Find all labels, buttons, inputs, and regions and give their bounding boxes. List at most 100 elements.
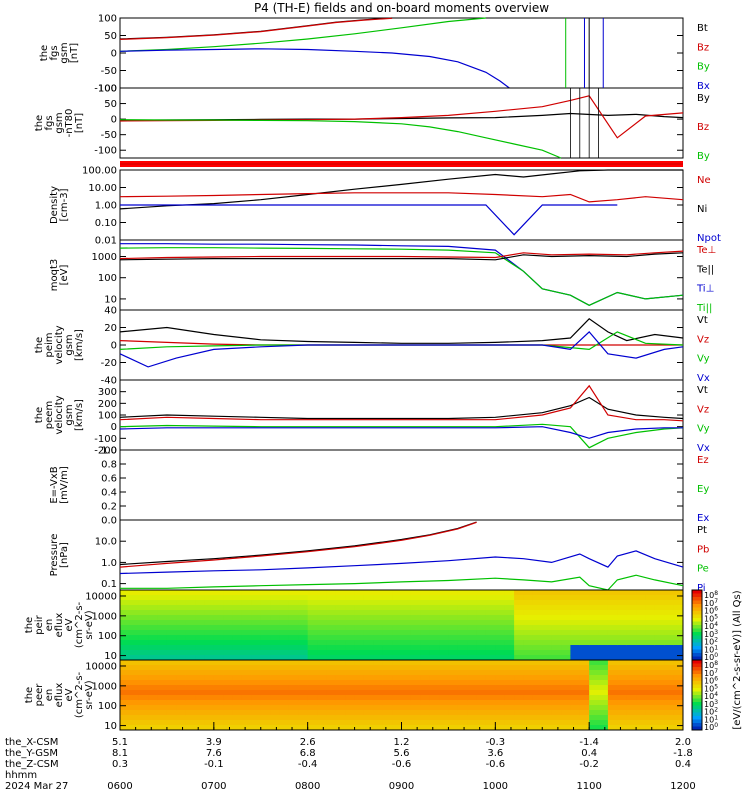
spectrogram-cell [542,685,553,691]
spectrogram-cell [157,630,168,636]
spectrogram-cell [401,660,412,666]
spectrogram-cell [157,690,168,696]
spectrogram-cell [532,605,543,611]
spectrogram-cell [382,610,393,616]
spectrogram-cell [129,680,140,686]
spectrogram-cell [514,725,524,731]
spectrogram-cell [636,620,646,626]
spectrogram-cell [307,590,318,596]
spectrogram-cell [598,695,609,701]
spectrogram-cell [561,660,571,666]
spectrogram-cell [195,700,205,706]
spectrogram-cell [138,630,149,636]
spectrogram-cell [589,605,600,611]
spectrogram-cell [626,690,637,696]
spectrogram-cell [129,610,140,616]
spectrogram-cell [120,650,130,656]
spectrogram-cell [485,600,496,606]
spectrogram-cell [410,725,421,731]
spectrogram-cell [204,690,215,696]
spectrogram-cell [598,685,609,691]
spectrogram-cell [241,665,252,671]
spectrogram-cell [664,625,675,631]
spectrogram-cell [251,690,262,696]
legend-label: Vy [697,424,710,435]
spectrogram-cell [673,605,684,611]
spectrogram-cell [626,640,637,646]
spectrogram-cell [363,705,374,711]
spectrogram-cell [607,695,618,701]
spectrogram-cell [223,690,234,696]
y-axis-label: the [34,115,45,131]
spectrogram-cell [157,655,168,661]
spectrogram-cell [514,665,524,671]
spectrogram-cell [148,695,159,701]
spectrogram-cell [166,630,177,636]
spectrogram-cell [138,705,149,711]
spectrogram-cell [298,705,309,711]
spectrogram-cell [270,720,281,726]
spectrogram-cell [176,720,187,726]
spectrogram-cell [288,690,299,696]
spectrogram-cell [260,675,271,681]
spectrogram-cell [298,685,309,691]
spectrogram-cell [373,645,384,651]
spectrogram-cell [495,700,506,706]
spectrogram-cell [279,615,290,621]
y-tick-label: 1.0 [101,558,117,569]
spectrogram-cell [148,630,159,636]
spectrogram-cell [354,710,365,716]
spectrogram-cell [561,720,571,726]
spectrogram-cell [467,605,478,611]
legend-label: Bz [697,122,709,133]
spectrogram-cell [645,725,656,731]
spectrogram-cell [279,700,290,706]
spectrogram-cell [579,605,590,611]
spectrogram-cell [223,645,234,651]
spectrogram-cell [195,715,205,721]
spectrogram-cell [138,690,149,696]
spectrogram-cell [232,620,243,626]
spectrogram-cell [579,675,590,681]
spectrogram-cell [185,665,196,671]
spectrogram-cell [382,620,393,626]
spectrogram-cell [598,700,609,706]
spectrogram-cell [373,685,384,691]
x-tick-label: 1200 [670,781,695,792]
spectrogram-cell [429,675,440,681]
spectrogram-cell [410,695,421,701]
panel-frame-peem [119,379,684,451]
spectrogram-cell [589,680,600,686]
spectrogram-cell [185,670,196,676]
spectrogram-cell [495,625,506,631]
spectrogram-cell [204,590,215,596]
spectrogram-cell [579,705,590,711]
spectrogram-cell [260,695,271,701]
colorbar-tick-label: 104 [704,621,718,631]
colorbar-cell [692,649,702,654]
spectrogram-cell [476,635,487,641]
spectrogram-cell [420,590,431,596]
spectrogram-cell [645,615,656,621]
spectrogram-cell [532,590,543,596]
spectrogram-cell [570,640,581,646]
spectrogram-cell [354,700,365,706]
spectrogram-cell [148,665,159,671]
spectrogram-cell [429,680,440,686]
x-row-value: 0.3 [112,759,128,770]
spectrogram-cell [514,715,524,721]
spectrogram-cell [382,595,393,601]
spectrogram-cell [335,685,346,691]
spectrogram-cell [335,700,346,706]
spectrogram-cell [363,645,374,651]
colorbar-cell [692,628,702,633]
spectrogram-cell [195,665,205,671]
spectrogram-cell [617,635,628,641]
spectrogram-cell [373,615,384,621]
spectrogram-cell [307,625,318,631]
spectrogram-cell [204,635,215,641]
spectrogram-cell [176,660,187,666]
legend-label: Vt [697,385,708,396]
y-axis-label: moqt3 [49,259,60,292]
spectrogram-cell [542,640,553,646]
